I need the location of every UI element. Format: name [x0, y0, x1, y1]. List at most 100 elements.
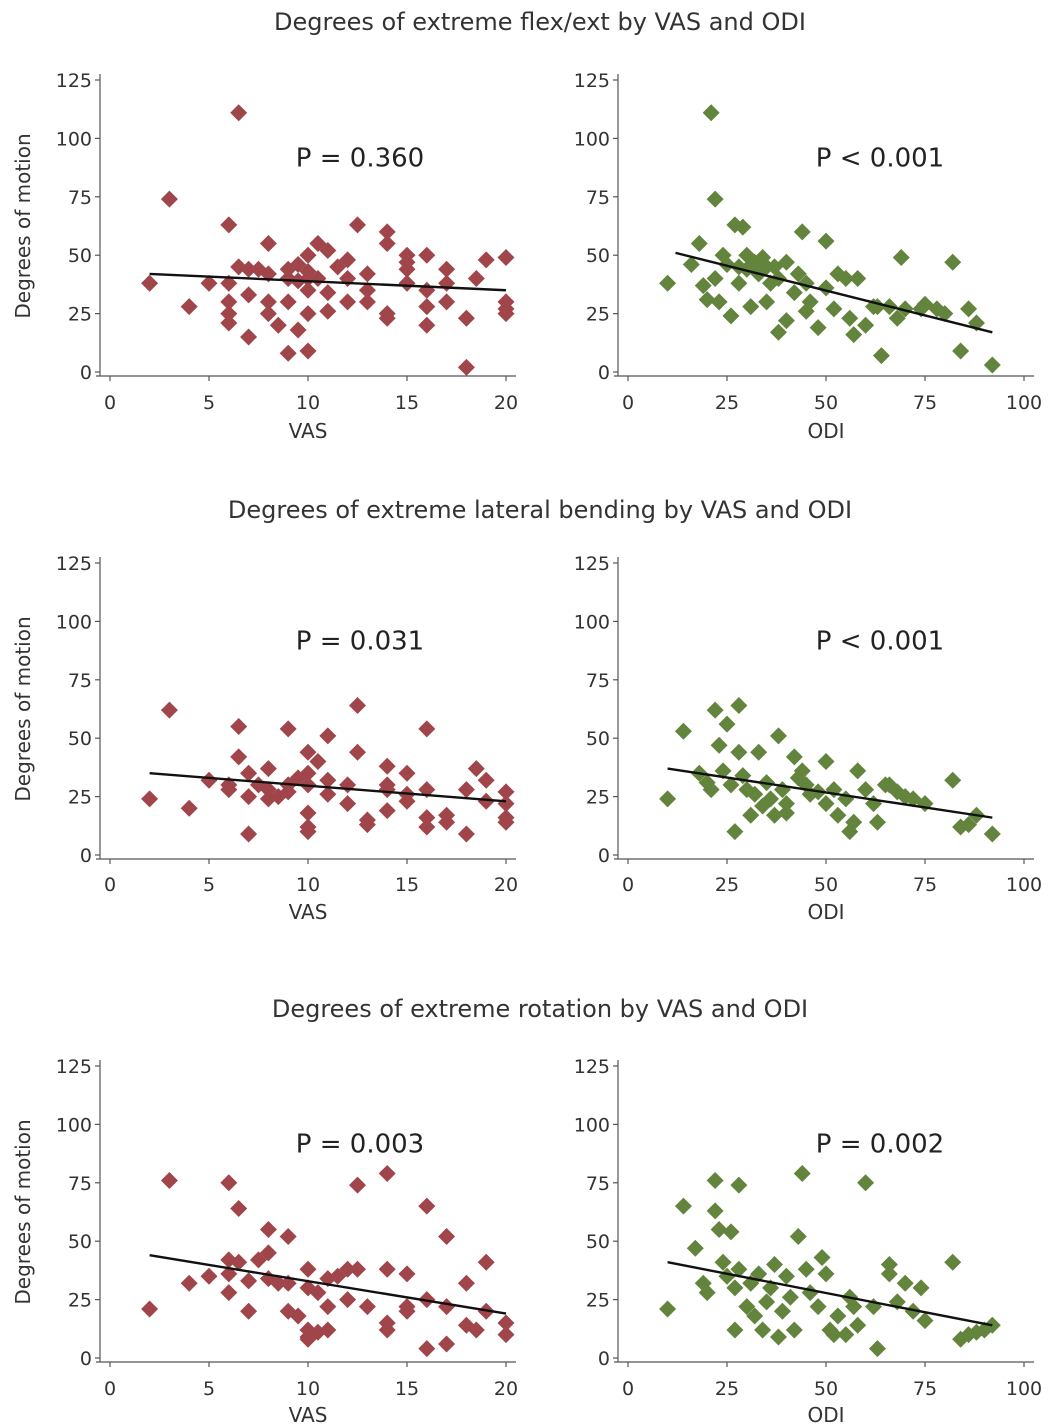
x-tick-label: 75	[913, 1378, 937, 1400]
data-point	[378, 802, 396, 820]
data-point	[299, 804, 317, 822]
data-point	[706, 701, 724, 719]
data-point	[698, 1284, 716, 1302]
x-tick-label: 5	[203, 392, 215, 414]
data-point	[269, 1274, 287, 1292]
data-point	[230, 718, 248, 736]
x-tick-label: 20	[494, 1378, 518, 1400]
data-point	[358, 816, 376, 834]
y-tick-label: 125	[574, 553, 610, 575]
data-point	[418, 316, 436, 334]
data-point	[849, 1316, 867, 1334]
data-point	[299, 342, 317, 360]
data-point	[299, 246, 317, 264]
data-point	[722, 307, 740, 325]
data-point	[857, 1174, 875, 1192]
data-point	[659, 790, 677, 808]
data-point	[829, 806, 847, 824]
data-point	[497, 1326, 515, 1344]
data-point	[497, 795, 515, 813]
x-tick-label: 50	[814, 874, 838, 896]
data-point	[880, 1265, 898, 1283]
data-point	[726, 1279, 744, 1297]
data-point	[319, 284, 337, 302]
y-tick-label: 125	[574, 1056, 610, 1078]
y-tick-label: 0	[80, 845, 92, 867]
data-point	[746, 1307, 764, 1325]
data-point	[773, 1302, 791, 1320]
y-tick-label: 50	[68, 728, 92, 750]
data-point	[180, 1274, 198, 1292]
y-tick-label: 25	[68, 304, 92, 326]
data-point	[785, 284, 803, 302]
data-point	[398, 792, 416, 810]
scatter-panel-1: 0 25 50 75 100 125 0 5 10 15 20 VAS Degrees of motio…	[11, 70, 518, 443]
p-value-label: P = 0.360	[296, 143, 424, 173]
y-axis-label: Degrees of motion	[11, 1119, 35, 1304]
data-point	[773, 781, 791, 799]
data-point	[706, 190, 724, 208]
data-point	[220, 293, 238, 311]
data-point	[841, 309, 859, 327]
data-point	[837, 270, 855, 288]
data-point	[358, 265, 376, 283]
x-tick-label: 25	[715, 874, 739, 896]
data-point	[829, 1307, 847, 1325]
data-point	[200, 771, 218, 789]
x-tick-label: 0	[622, 1378, 634, 1400]
y-tick-label: 0	[598, 845, 610, 867]
data-point	[438, 1228, 456, 1246]
x-tick-label: 15	[395, 392, 419, 414]
y-axis-label: Degrees of motion	[11, 616, 35, 801]
y-tick-label: 100	[574, 1114, 610, 1136]
data-point	[339, 1260, 357, 1278]
x-axis-label: VAS	[289, 900, 328, 924]
data-point	[339, 270, 357, 288]
data-point	[319, 1321, 337, 1339]
x-tick-label: 50	[814, 392, 838, 414]
data-point	[730, 1176, 748, 1194]
data-point	[785, 748, 803, 766]
data-point	[220, 305, 238, 323]
data-point	[289, 1307, 307, 1325]
data-point	[734, 218, 752, 236]
x-tick-label: 100	[1006, 874, 1042, 896]
data-points	[659, 696, 1001, 843]
data-point	[467, 760, 485, 778]
data-point	[497, 1314, 515, 1332]
data-point	[762, 790, 780, 808]
data-point	[457, 358, 475, 376]
data-point	[769, 323, 787, 341]
y-tick-label: 50	[68, 1231, 92, 1253]
data-point	[259, 1244, 277, 1262]
data-point	[896, 300, 914, 318]
data-point	[358, 293, 376, 311]
data-point	[339, 293, 357, 311]
data-point	[240, 260, 258, 278]
data-point	[299, 305, 317, 323]
data-points	[659, 104, 1001, 374]
data-point	[896, 1274, 914, 1292]
data-point	[378, 235, 396, 253]
data-point	[477, 771, 495, 789]
data-point	[868, 813, 886, 831]
data-point	[299, 270, 317, 288]
data-points	[141, 104, 515, 376]
scatter-panel-3: 0 25 50 75 100 125 0 5 10 15 20 VAS Degrees of motio…	[11, 553, 518, 924]
data-point	[438, 1335, 456, 1353]
data-point	[944, 253, 962, 271]
data-point	[418, 1340, 436, 1358]
data-point	[289, 321, 307, 339]
data-point	[825, 300, 843, 318]
data-point	[319, 727, 337, 745]
data-point	[299, 764, 317, 782]
data-point	[477, 792, 495, 810]
data-point	[467, 1321, 485, 1339]
y-tick-label: 75	[68, 670, 92, 692]
y-axis-label: Degrees of motion	[11, 133, 35, 318]
x-axis-label: VAS	[289, 1403, 328, 1426]
data-point	[339, 795, 357, 813]
p-value-label: P < 0.001	[816, 143, 944, 173]
data-point	[726, 1321, 744, 1339]
data-point	[872, 347, 890, 365]
